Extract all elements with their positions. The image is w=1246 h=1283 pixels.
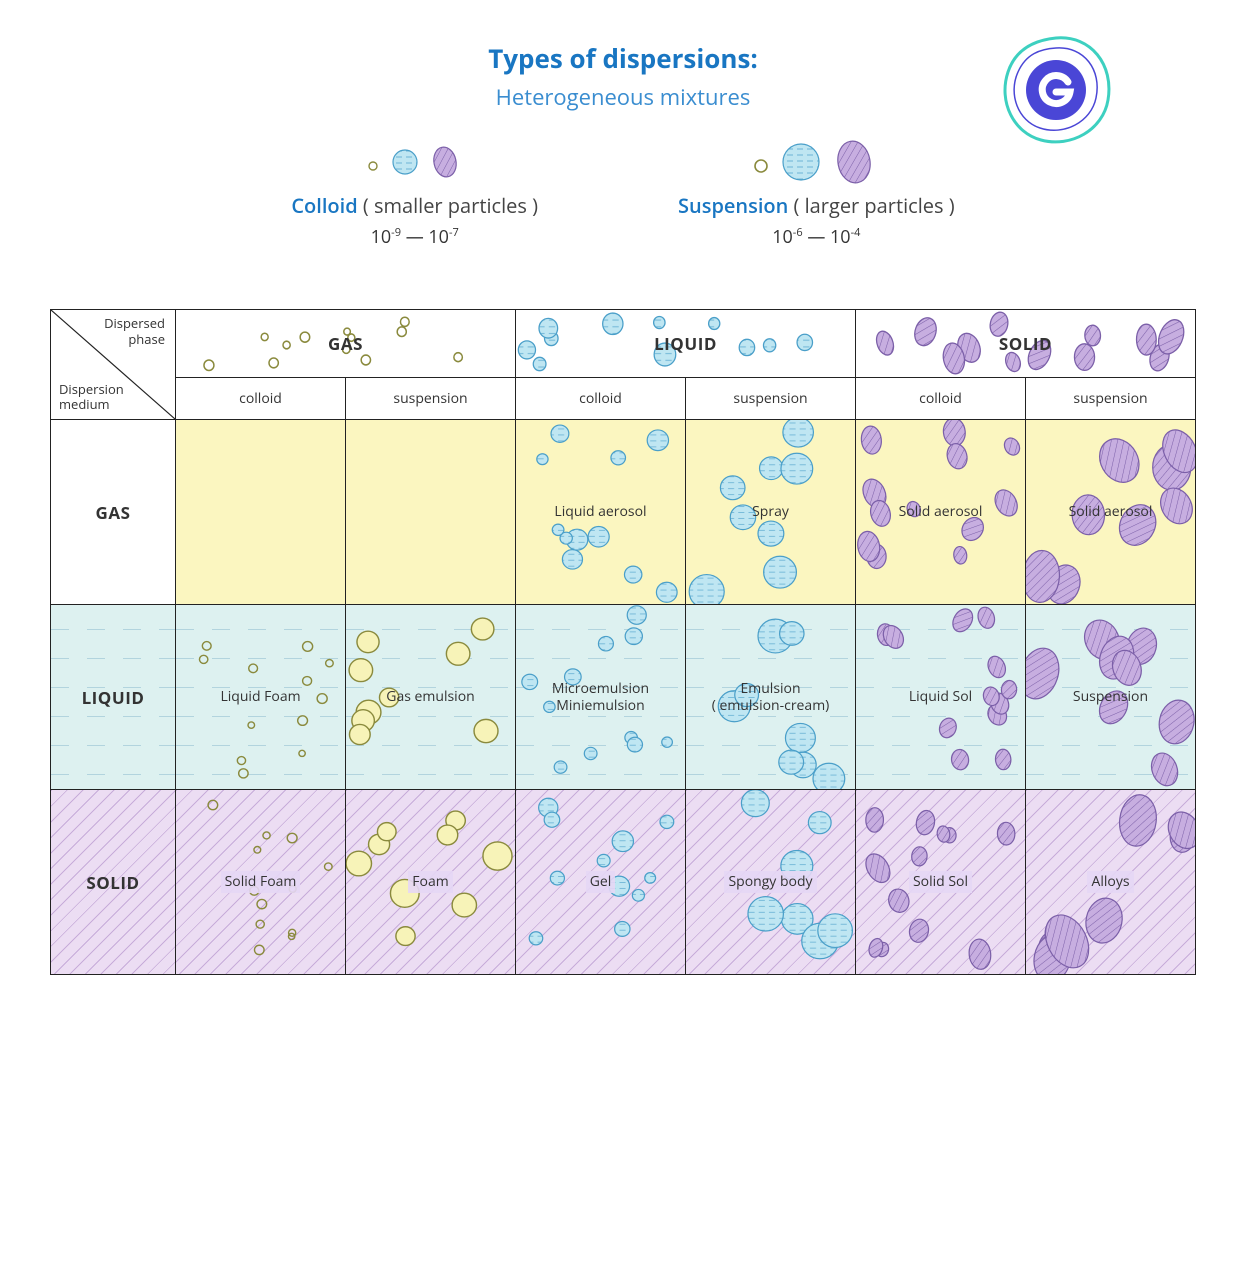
sub-header-0: colloid bbox=[176, 378, 346, 420]
cell-gas-2: Liquid aerosol bbox=[516, 420, 686, 605]
legend-colloid: Colloid ( smaller particles ) 10-9 — 10-… bbox=[291, 142, 538, 249]
phase-header-gas: GAS bbox=[176, 310, 516, 378]
cell-gas-3: Spray bbox=[686, 420, 856, 605]
legend-colloid-particles bbox=[291, 142, 538, 182]
cell-liquid-1: Gas emulsion bbox=[346, 605, 516, 790]
cell-solid-5: Alloys bbox=[1026, 790, 1196, 975]
phase-header-liquid: LIQUID bbox=[516, 310, 856, 378]
cell-gas-5: Solid aerosol bbox=[1026, 420, 1196, 605]
legend-suspension-particles bbox=[678, 142, 955, 182]
medium-header-liquid: LIQUID bbox=[51, 605, 176, 790]
cell-solid-0: Solid Foam bbox=[176, 790, 346, 975]
cell-solid-4: Solid Sol bbox=[856, 790, 1026, 975]
legend-suspension: Suspension ( larger particles ) 10-6 — 1… bbox=[678, 142, 955, 249]
legend: Colloid ( smaller particles ) 10-9 — 10-… bbox=[50, 142, 1196, 249]
dispersion-table: Dispersedphase Dispersionmedium GAS LIQU… bbox=[50, 309, 1196, 975]
sub-header-2: colloid bbox=[516, 378, 686, 420]
cell-solid-1: Foam bbox=[346, 790, 516, 975]
cell-gas-1 bbox=[346, 420, 516, 605]
header: Types of dispersions: Heterogeneous mixt… bbox=[50, 40, 1196, 249]
legend-suspension-range: 10-6 — 10-4 bbox=[678, 225, 955, 249]
medium-header-solid: SOLID bbox=[51, 790, 176, 975]
sub-header-3: suspension bbox=[686, 378, 856, 420]
sub-header-1: suspension bbox=[346, 378, 516, 420]
cell-solid-2: Gel bbox=[516, 790, 686, 975]
cell-liquid-2: MicroemulsionMiniemulsion bbox=[516, 605, 686, 790]
sub-header-5: suspension bbox=[1026, 378, 1196, 420]
cell-liquid-0: Liquid Foam bbox=[176, 605, 346, 790]
cell-solid-3: Spongy body bbox=[686, 790, 856, 975]
legend-colloid-range: 10-9 — 10-7 bbox=[291, 225, 538, 249]
cell-liquid-5: Suspension bbox=[1026, 605, 1196, 790]
legend-suspension-accent: Suspension bbox=[678, 192, 788, 219]
medium-header-gas: GAS bbox=[51, 420, 176, 605]
cell-gas-4: Solid aerosol bbox=[856, 420, 1026, 605]
cell-liquid-4: Liquid Sol bbox=[856, 605, 1026, 790]
legend-suspension-rest: ( larger particles ) bbox=[788, 192, 954, 219]
phase-header-solid: SOLID bbox=[856, 310, 1196, 378]
legend-colloid-rest: ( smaller particles ) bbox=[358, 192, 538, 219]
sub-header-4: colloid bbox=[856, 378, 1026, 420]
table-corner: Dispersedphase Dispersionmedium bbox=[51, 310, 176, 420]
cell-gas-0 bbox=[176, 420, 346, 605]
cell-liquid-3: Emulsion( emulsion-cream) bbox=[686, 605, 856, 790]
legend-colloid-accent: Colloid bbox=[291, 192, 357, 219]
logo-icon bbox=[996, 30, 1116, 155]
